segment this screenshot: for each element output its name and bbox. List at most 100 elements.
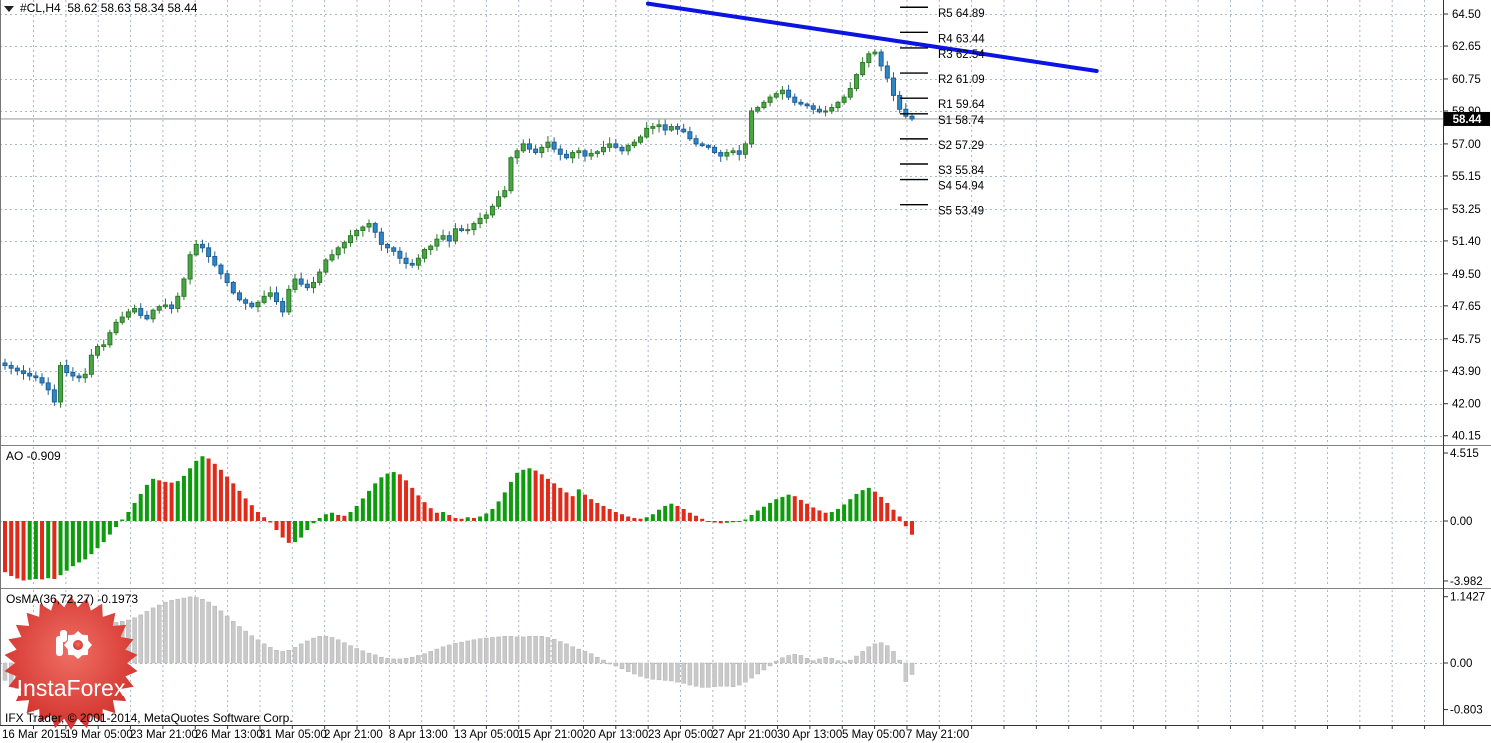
- osma-bar: [496, 636, 501, 664]
- ao-bar: [607, 508, 612, 521]
- osma-bar: [551, 638, 557, 664]
- osma-bar: [508, 636, 514, 664]
- candle: [483, 214, 489, 219]
- indicator-tick-label: -3.982: [1450, 576, 1483, 588]
- indicator-tick-label: 1.1427: [1450, 592, 1485, 604]
- ao-bar: [669, 503, 674, 521]
- candle: [835, 101, 841, 109]
- ao-bar: [286, 521, 291, 543]
- osma-bar: [749, 662, 754, 679]
- osma-bar: [317, 636, 322, 664]
- ao-bar: [95, 521, 100, 549]
- ao-bar: [909, 521, 914, 535]
- ao-bar: [706, 521, 711, 522]
- candle: [576, 150, 582, 154]
- ao-bar: [780, 496, 785, 521]
- candle: [841, 96, 847, 103]
- osma-bar: [798, 655, 804, 664]
- candle: [761, 101, 767, 109]
- candle: [409, 262, 415, 266]
- osma-bar: [755, 662, 760, 675]
- candle: [428, 245, 434, 251]
- ao-bar: [163, 481, 168, 521]
- candle: [8, 365, 14, 369]
- ao-bar: [545, 478, 550, 521]
- candle: [872, 51, 878, 55]
- ao-bar: [305, 521, 310, 531]
- candle: [718, 152, 724, 157]
- ao-bar: [292, 521, 297, 543]
- osma-bar: [687, 662, 693, 686]
- ao-bar: [317, 517, 322, 521]
- ao-bar: [829, 511, 834, 521]
- osma-bar: [613, 662, 619, 667]
- candle: [224, 273, 230, 283]
- candle: [403, 257, 409, 264]
- candle: [909, 115, 915, 120]
- ao-bar: [564, 492, 569, 521]
- ao-bar: [354, 505, 359, 521]
- ao-bar: [262, 517, 267, 521]
- osma-bar: [305, 640, 310, 664]
- ao-bar: [589, 499, 594, 521]
- ao-bar: [441, 511, 446, 521]
- candle: [150, 309, 156, 320]
- time-tick-label: 15 Apr 21:00: [518, 729, 583, 741]
- osma-bar: [212, 605, 218, 664]
- candle: [113, 321, 119, 334]
- ao-bar: [46, 521, 51, 579]
- osma-bar: [261, 643, 267, 664]
- ao-bar: [854, 493, 859, 521]
- candle: [588, 152, 594, 157]
- candle: [372, 223, 378, 233]
- ao-bar: [842, 504, 847, 521]
- osma-bar: [823, 656, 828, 664]
- ao-bar: [336, 514, 341, 521]
- candle: [477, 217, 483, 225]
- ao-bar: [471, 517, 476, 521]
- osma-bar: [706, 662, 711, 688]
- candle: [95, 346, 101, 356]
- osma-bar: [527, 636, 532, 664]
- ao-bar: [416, 495, 421, 521]
- candle: [348, 235, 354, 244]
- trendline-object[interactable]: [645, 1, 1099, 73]
- candle: [366, 223, 372, 228]
- candle: [360, 226, 366, 231]
- osma-bar: [582, 651, 588, 664]
- candle: [236, 292, 242, 301]
- time-tick-label: 7 May 21:00: [906, 729, 969, 741]
- ao-bar: [194, 460, 199, 521]
- candle: [884, 65, 890, 79]
- ao-indicator-label: AO -0.909: [6, 449, 61, 463]
- ao-bar: [613, 511, 618, 521]
- candle: [675, 126, 681, 130]
- candle: [391, 247, 397, 252]
- candle: [434, 238, 440, 247]
- symbol-dropdown-icon[interactable]: [4, 5, 14, 12]
- candle: [520, 143, 526, 152]
- pivot-label: S4 54.94: [938, 181, 985, 193]
- ao-bar: [342, 515, 347, 521]
- ao-bar: [879, 496, 884, 521]
- osma-bar: [342, 642, 347, 664]
- candle: [853, 74, 859, 89]
- osma-bar: [465, 640, 470, 664]
- ao-bar: [731, 521, 736, 523]
- candle: [798, 101, 804, 105]
- candle: [298, 278, 304, 285]
- osma-bar: [558, 641, 563, 664]
- ao-bar: [872, 491, 877, 521]
- ao-bar: [64, 521, 69, 571]
- ao-bar: [397, 474, 402, 521]
- ao-bar: [274, 521, 279, 531]
- candle: [545, 141, 551, 148]
- candle: [594, 151, 600, 154]
- candle: [508, 157, 514, 192]
- grid-lines: [0, 0, 1443, 725]
- ao-bar: [626, 516, 631, 521]
- candle: [755, 107, 761, 112]
- osma-bar: [323, 636, 329, 664]
- ao-bar: [404, 480, 409, 521]
